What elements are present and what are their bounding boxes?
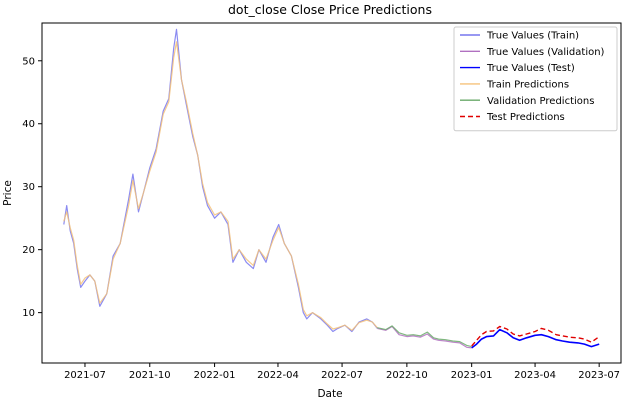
plot-frame [41, 22, 622, 364]
x-axis: 2021-07 2021-10 2022-01 2022-04 2022-07 2022-… [64, 363, 620, 381]
series-line-4 [377, 325, 472, 348]
legend-box [453, 26, 618, 132]
legend-entry-label: Train Predictions [486, 80, 569, 91]
x-tick-label: 2022-01 [194, 370, 236, 381]
x-tick-label: 2022-10 [386, 370, 428, 381]
y-axis-label: Price [2, 180, 14, 206]
legend-entry-label: True Values (Train) [486, 31, 579, 42]
x-axis-label: Date [317, 388, 342, 400]
x-tick-label: 2022-07 [321, 370, 363, 381]
x-tick-label: 2022-04 [257, 370, 299, 381]
series-layer [63, 28, 600, 349]
legend-entry-label: True Values (Test) [486, 63, 575, 74]
x-tick-label: 2021-07 [64, 370, 106, 381]
chart-title: dot_close Close Price Predictions [228, 2, 432, 17]
y-tick-label: 50 [22, 56, 35, 67]
x-tick-label: 2023-01 [451, 370, 493, 381]
series-line-0 [63, 28, 378, 333]
legend-entry-label: True Values (Validation) [486, 47, 605, 58]
x-tick-label: 2023-07 [578, 370, 620, 381]
legend: True Values (Train) True Values (Validati… [453, 26, 618, 132]
series-line-2 [471, 328, 600, 349]
y-tick-label: 20 [22, 245, 35, 256]
series-line-1 [377, 325, 472, 349]
legend-entry-label: Validation Predictions [487, 96, 594, 107]
y-axis: 10 20 30 40 50 [22, 56, 42, 319]
y-tick-label: 10 [22, 308, 35, 319]
y-tick-label: 40 [22, 119, 35, 130]
y-tick-label: 30 [22, 182, 35, 193]
legend-entry-label: Test Predictions [486, 112, 565, 123]
x-tick-label: 2021-10 [129, 370, 171, 381]
series-line-3 [63, 41, 378, 331]
x-tick-label: 2023-04 [514, 370, 556, 381]
